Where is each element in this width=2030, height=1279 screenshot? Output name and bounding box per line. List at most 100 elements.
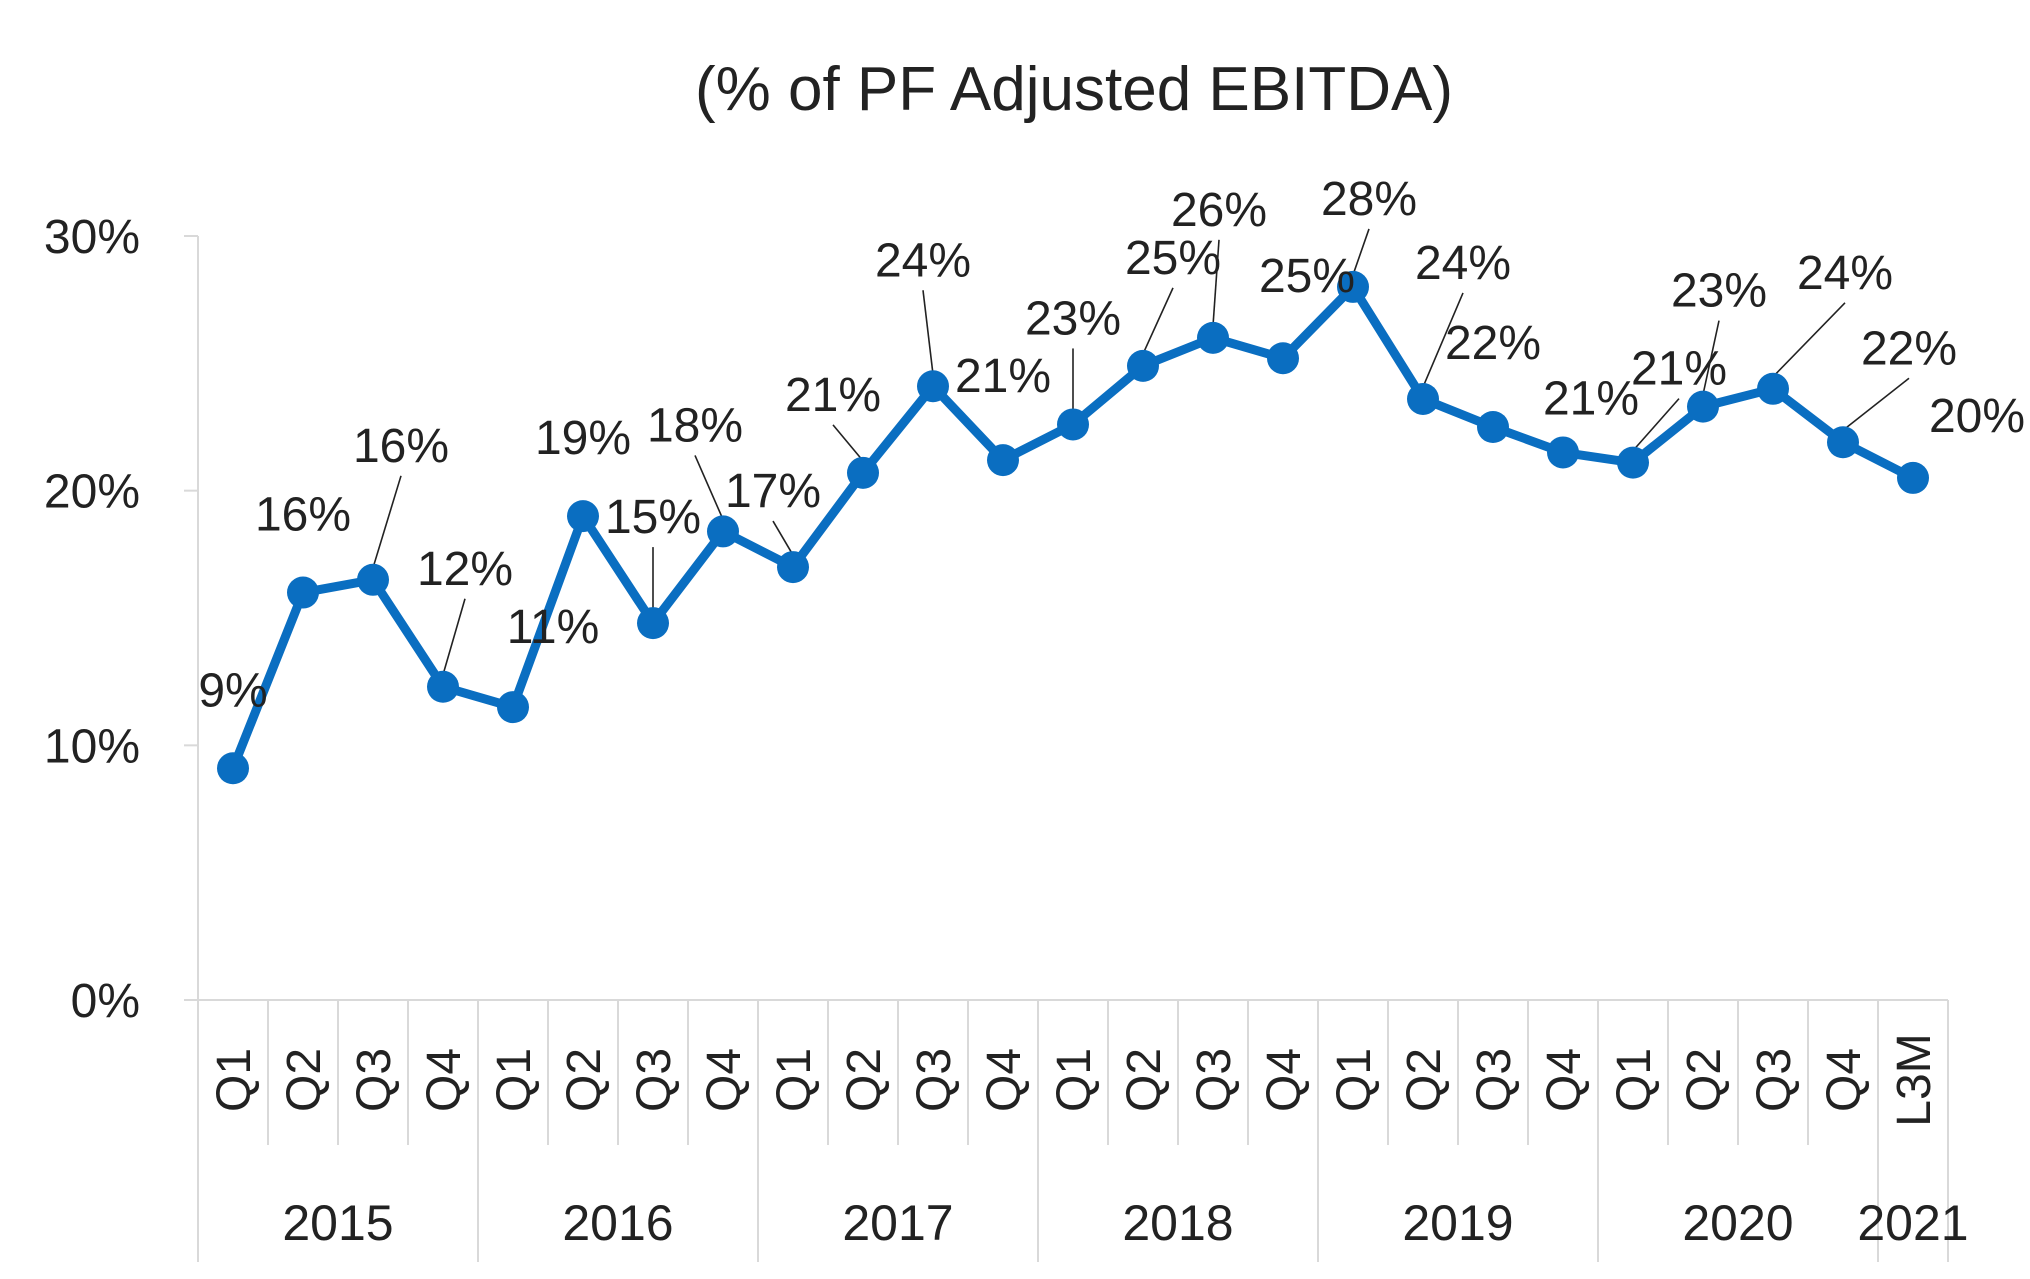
data-label: 16% — [255, 489, 351, 542]
series-layer — [217, 270, 1929, 785]
data-point — [1897, 461, 1929, 494]
data-point — [1337, 270, 1369, 303]
data-point — [917, 370, 949, 403]
data-point — [1477, 411, 1509, 443]
x-tick-label: Q1 — [768, 1048, 821, 1112]
data-point — [1547, 436, 1579, 469]
x-tick-label: Q4 — [1538, 1048, 1591, 1112]
x-tick-label: Q4 — [1258, 1048, 1311, 1112]
data-label: 26% — [1171, 184, 1267, 237]
leader-line — [1352, 228, 1370, 276]
x-tick-label: Q1 — [1608, 1048, 1661, 1112]
leader-line — [1772, 302, 1846, 378]
leader-line — [922, 290, 934, 375]
data-label: 28% — [1321, 173, 1417, 226]
data-point — [1827, 426, 1859, 459]
data-point — [357, 563, 389, 596]
x-tick-label: Q3 — [1748, 1048, 1801, 1112]
x-tick-label: Q1 — [488, 1048, 541, 1112]
x-tick-label: Q3 — [908, 1048, 961, 1112]
data-point — [637, 607, 669, 640]
x-tick-label: Q4 — [1818, 1048, 1871, 1112]
leader-line — [1702, 320, 1720, 395]
x-tick-label: Q2 — [278, 1048, 331, 1112]
data-label: 17% — [725, 465, 821, 518]
x-tick-label: Q1 — [208, 1048, 261, 1112]
data-label: 9% — [198, 664, 267, 717]
x-tick-label: Q4 — [698, 1048, 751, 1112]
x-tick-label: Q3 — [1188, 1048, 1241, 1112]
data-label: 20% — [1929, 390, 2025, 443]
data-label: 18% — [647, 399, 743, 452]
data-label: 25% — [1125, 232, 1221, 285]
leader-lines — [372, 228, 1910, 675]
data-label: 21% — [1543, 372, 1639, 425]
chart-title: (% of PF Adjusted EBITDA) — [695, 55, 1453, 124]
y-tick-label: 30% — [44, 211, 140, 264]
data-point — [1407, 382, 1439, 415]
data-label: 21% — [1631, 343, 1727, 396]
axes-layer: 0% 10% 20% 30% Q1 Q2 Q3 Q4 Q1 Q2 Q3 Q4 Q1 Q2 Q3 Q4 Q1 Q2 Q… — [44, 211, 1969, 1262]
year-label: 2019 — [1402, 1195, 1513, 1251]
data-point — [497, 691, 529, 724]
x-tick-label: Q1 — [1328, 1048, 1381, 1112]
leader-line — [1422, 292, 1464, 388]
data-point — [1127, 349, 1159, 382]
year-label: 2021 — [1857, 1195, 1968, 1251]
x-tick-label: Q4 — [418, 1048, 471, 1112]
data-label: 25% — [1259, 250, 1355, 303]
data-point — [1057, 408, 1089, 441]
data-point — [567, 500, 599, 533]
leader-line — [442, 598, 466, 675]
data-label: 22% — [1445, 317, 1541, 370]
data-label: 16% — [353, 420, 449, 473]
data-label: 24% — [1797, 247, 1893, 300]
x-tick-label: Q2 — [838, 1048, 891, 1112]
year-label: 2017 — [842, 1195, 953, 1251]
data-point — [427, 670, 459, 703]
data-point — [1197, 321, 1229, 354]
data-point — [847, 456, 879, 489]
data-labels: 9%16%16%12%11%19%15%18%17%21%24%21%23%25… — [198, 173, 2025, 717]
leader-line — [1212, 239, 1220, 326]
y-tick-label: 10% — [44, 720, 140, 773]
data-point — [287, 576, 319, 609]
x-tick-label: Q3 — [348, 1048, 401, 1112]
leader-line — [1632, 398, 1680, 452]
leader-line — [1842, 377, 1910, 431]
data-point — [707, 515, 739, 548]
data-label: 22% — [1861, 322, 1957, 375]
x-tick-label: Q3 — [1468, 1048, 1521, 1112]
data-label: 12% — [417, 543, 513, 596]
x-tick-label: L3M — [1888, 1033, 1941, 1126]
data-label: 11% — [507, 601, 600, 654]
year-label: 2020 — [1682, 1195, 1793, 1251]
leader-line — [1142, 287, 1174, 355]
data-point — [1687, 390, 1719, 423]
data-label: 23% — [1671, 265, 1767, 318]
data-point — [987, 444, 1019, 477]
x-tick-label: Q2 — [1118, 1048, 1171, 1112]
leader-line — [372, 475, 402, 569]
data-point — [1757, 372, 1789, 405]
data-label: 19% — [535, 412, 631, 465]
leader-line — [772, 520, 794, 556]
x-tick-label: Q2 — [1398, 1048, 1451, 1112]
x-tick-label: Q3 — [628, 1048, 681, 1112]
data-label: 15% — [605, 491, 701, 544]
data-point — [1617, 446, 1649, 479]
leader-line — [694, 455, 724, 520]
leader-line — [832, 424, 864, 462]
data-label: 24% — [1415, 237, 1511, 290]
x-tick-label: Q2 — [558, 1048, 611, 1112]
x-tick-label: Q2 — [1678, 1048, 1731, 1112]
data-label: 23% — [1025, 292, 1121, 345]
year-label: 2016 — [562, 1195, 673, 1251]
data-label: 24% — [875, 234, 971, 287]
y-tick-label: 0% — [71, 975, 140, 1028]
y-tick-label: 20% — [44, 466, 140, 519]
data-point — [217, 752, 249, 785]
year-label: 2018 — [1122, 1195, 1233, 1251]
